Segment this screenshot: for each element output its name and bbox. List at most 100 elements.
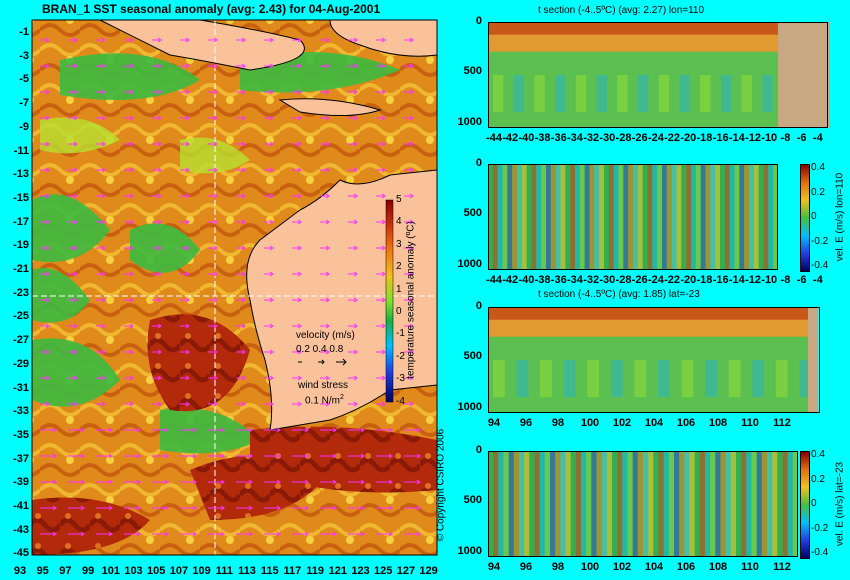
lat-tick-label: -23 <box>13 286 29 299</box>
lat-tick-label: -15 <box>13 191 29 204</box>
wind-legend-scale: 0.1 N/m2 <box>305 394 344 407</box>
velocity-legend-title: velocity (m/s) <box>296 330 355 341</box>
panel-x-tick: -12 <box>745 132 761 144</box>
lat-tick-label: -19 <box>13 239 29 252</box>
lat-tick-label: -29 <box>13 357 29 370</box>
wind-stress-arrows <box>40 37 421 537</box>
lat-tick-label: -21 <box>13 263 29 275</box>
panel-y-tick: 1000 <box>457 257 482 270</box>
panel-x-tick: 104 <box>644 561 664 573</box>
panel-x-tick: 98 <box>551 561 565 573</box>
panel-x-tick: 104 <box>644 417 664 429</box>
lat-tick-label: -27 <box>13 334 29 347</box>
lon-tick-label: 119 <box>306 565 324 577</box>
lat-tick-label: -11 <box>13 144 29 157</box>
panel-colorbar-tick: 0 <box>811 498 817 509</box>
panel-colorbar-tick: 0.4 <box>811 162 825 173</box>
panel-x-tick: 112 <box>773 417 791 429</box>
panel-x-tick: -14 <box>728 274 745 286</box>
panel-x-tick: -24 <box>647 132 664 144</box>
panel-x-tick: -44 <box>486 132 502 144</box>
panel-colorbar-tick: 0.2 <box>811 473 825 485</box>
panel-x-tick: -32 <box>583 274 600 286</box>
panel-x-tick: 112 <box>773 561 791 573</box>
panel-x-tick: 110 <box>741 561 759 573</box>
panel-y-tick: 1000 <box>457 115 482 128</box>
panel-x-tick: 94 <box>487 417 501 429</box>
panel-title: t section (-4..5ºC) (avg: 2.27) lon=110 <box>538 5 705 16</box>
panel-x-tick: -22 <box>664 274 681 286</box>
panel-y-tick: 0 <box>475 15 482 27</box>
lon-tick-label: 115 <box>260 565 279 577</box>
panel-colorbar-tick: -0.2 <box>811 522 829 534</box>
panel-colorbar-label: vel. E (m/s) lat=-23 <box>834 461 846 547</box>
lon-tick-label: 111 <box>215 565 233 577</box>
velocity-legend-arrows <box>298 358 347 366</box>
map-colorbar-tick: 0 <box>396 306 402 317</box>
lat-tick-label: -17 <box>13 215 29 228</box>
panel-y-tick: 0 <box>475 300 482 312</box>
panel-x-tick: -36 <box>550 132 567 144</box>
lat-tick-label: -33 <box>13 405 29 418</box>
panel-x-tick: 106 <box>676 561 696 573</box>
panel-x-tick: 108 <box>708 417 728 429</box>
map-green-anomaly-patches <box>32 52 400 454</box>
lat-tick-label: -1 <box>19 26 29 38</box>
lon-tick-label: 101 <box>101 565 120 577</box>
lat-tick-label: -31 <box>13 381 29 394</box>
lat-tick-label: -45 <box>13 547 29 560</box>
panel-title: t section (-4..5ºC) (avg: 1.85) lat=-23 <box>538 289 700 300</box>
map-colorbar-tick: -2 <box>396 350 405 362</box>
panel-x-tick: 102 <box>612 561 632 573</box>
panel-x-tick: -38 <box>534 132 551 144</box>
lat-tick-label: -35 <box>13 428 29 441</box>
panel-x-tick: -14 <box>728 132 745 144</box>
section-plot <box>488 451 798 557</box>
panel-y-tick: 500 <box>463 207 482 220</box>
lon-tick-label: 117 <box>283 565 302 577</box>
lon-tick-label: 113 <box>238 565 256 577</box>
panel-x-tick: -44 <box>486 274 502 286</box>
panel-colorbar-tick: -0.4 <box>811 260 829 271</box>
panel-colorbar <box>800 451 810 559</box>
lon-tick-label: 109 <box>192 565 211 577</box>
panel-x-tick: -26 <box>631 132 648 144</box>
lon-tick-label: 127 <box>396 565 416 577</box>
panel-x-tick: -10 <box>761 132 778 144</box>
panel-colorbar-tick: 0.2 <box>811 186 825 198</box>
borneo-land <box>329 19 438 57</box>
lat-tick-label: -41 <box>13 500 29 512</box>
map-colorbar-tick: 3 <box>396 238 402 250</box>
lat-tick-label: -43 <box>13 523 29 536</box>
lon-tick-label: 103 <box>124 565 143 577</box>
panel-y-tick: 0 <box>475 444 482 456</box>
lon-tick-label: 129 <box>419 565 438 577</box>
panel-x-tick: -12 <box>745 274 761 286</box>
panel-colorbar-tick: -0.2 <box>811 235 829 247</box>
panel-x-tick: -40 <box>518 274 535 286</box>
panel-x-tick: 102 <box>612 417 632 429</box>
panel-x-tick: -32 <box>583 132 600 144</box>
map-frame <box>31 19 438 556</box>
panel-colorbar <box>800 164 810 272</box>
velocity-legend-scale: 0.2 0.4 0.8 <box>296 344 344 355</box>
panel-x-tick: -28 <box>615 132 632 144</box>
panel-x-tick: -8 <box>780 132 791 144</box>
panel-x-tick: -34 <box>566 132 583 144</box>
main-title: BRAN_1 SST seasonal anomaly (avg: 2.43) … <box>42 2 381 16</box>
panel-x-tick: 108 <box>708 561 728 573</box>
panel-x-tick: 106 <box>676 417 696 429</box>
panel-x-tick: -22 <box>664 132 681 144</box>
panel-colorbar-tick: 0 <box>811 211 817 222</box>
map-colorbar-tick: -1 <box>396 328 405 340</box>
lon-tick-label: 121 <box>328 565 347 577</box>
panel-x-tick: -20 <box>680 132 697 144</box>
copyright-text: © Copyright CSIRO 2006 <box>435 428 447 542</box>
lat-tick-label: -9 <box>19 120 29 133</box>
panel-x-tick: -24 <box>647 274 664 286</box>
lat-tick-label: -25 <box>13 310 29 323</box>
panel-x-tick: 96 <box>519 561 533 573</box>
panel-x-tick: -38 <box>534 274 551 286</box>
section-plot <box>488 22 830 128</box>
lon-tick-label: 95 <box>36 565 49 577</box>
